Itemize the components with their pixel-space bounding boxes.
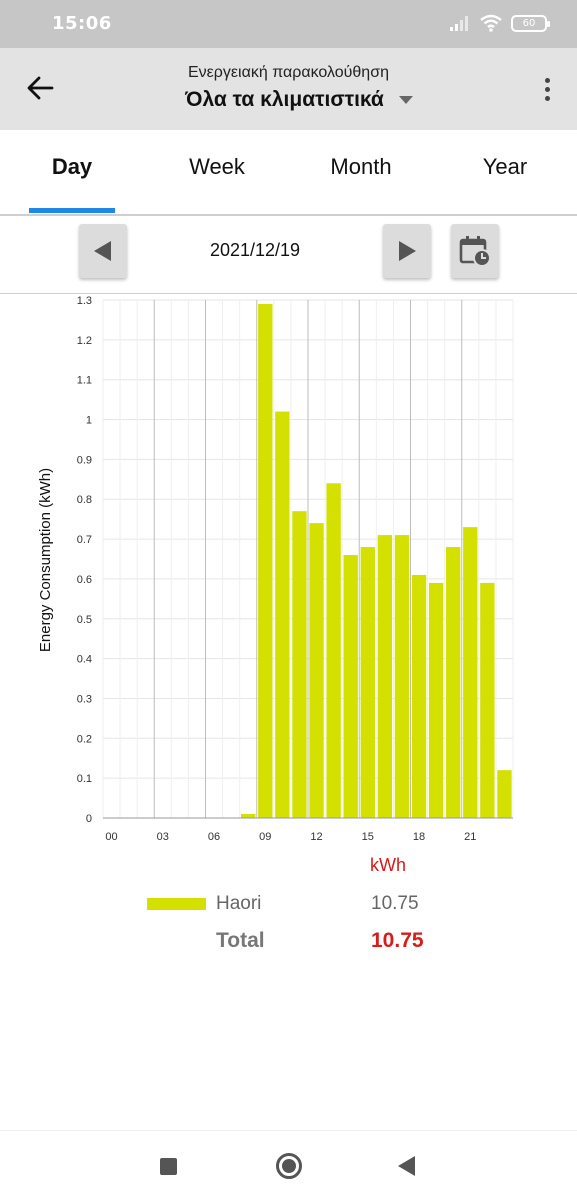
status-bar: 15:06 60 (0, 0, 577, 48)
signal-icon (450, 16, 468, 31)
chart-bar[interactable] (394, 535, 410, 818)
y-tick-label: 1 (86, 415, 92, 427)
y-tick-label: 0.7 (77, 534, 92, 546)
menu-dot-icon (544, 86, 550, 92)
menu-dot-icon (544, 77, 550, 83)
recents-button[interactable] (160, 1158, 177, 1175)
current-date: 2021/12/19 (209, 240, 301, 260)
chart-bar[interactable] (377, 535, 393, 818)
app-subtitle: Ενεργειακή παρακολούθηση (188, 64, 389, 81)
wifi-icon (480, 14, 502, 32)
legend-swatch (147, 898, 206, 910)
legend-name: Haori (216, 893, 262, 914)
energy-chart: 0 0.1 0.2 0.3 0.4 0.5 0.6 0.7 0.8 0.9 1 1.1 1.2 1.3 00… (0, 290, 577, 850)
chart-bar[interactable] (480, 582, 495, 818)
x-tick-label: 03 (157, 831, 169, 843)
legend-item: Haori 10.75 (0, 892, 577, 918)
y-tick-label: 0.1 (77, 773, 92, 785)
tab-month[interactable]: Month (330, 154, 392, 179)
x-tick-label: 21 (464, 831, 476, 843)
total-row: Total 10.75 (0, 929, 577, 957)
tab-indicator (29, 208, 115, 213)
chart-bar[interactable] (497, 770, 512, 818)
date-navigation: 2021/12/19 (0, 216, 577, 294)
calendar-button[interactable] (451, 224, 499, 278)
x-tick-label: 06 (208, 831, 220, 843)
chart-bar[interactable] (241, 814, 256, 818)
x-tick-label: 00 (105, 831, 117, 843)
x-tick-label: 18 (413, 831, 425, 843)
y-tick-label: 0.6 (77, 574, 92, 586)
chart-bar[interactable] (309, 523, 324, 818)
home-button[interactable] (276, 1153, 302, 1179)
tab-year[interactable]: Year (482, 154, 528, 179)
chart-bar[interactable] (463, 527, 478, 818)
chart-bar[interactable] (326, 483, 341, 818)
x-tick-label: 15 (362, 831, 374, 843)
next-day-button[interactable] (383, 224, 431, 278)
battery-icon: 60 (511, 14, 550, 32)
tab-day[interactable]: Day (51, 154, 93, 179)
chart-bar[interactable] (428, 582, 444, 818)
chart-bar[interactable] (360, 547, 375, 818)
y-tick-label: 0 (86, 813, 92, 825)
y-tick-label: 0.5 (77, 614, 92, 626)
triangle-right-icon (399, 241, 416, 261)
period-tabs: Day Week Month Year (0, 130, 577, 216)
chart-bar[interactable] (446, 547, 461, 818)
x-tick-label: 09 (259, 831, 271, 843)
x-tick-label: 12 (310, 831, 322, 843)
y-tick-label: 1.2 (77, 335, 92, 347)
chart-bar[interactable] (343, 555, 358, 818)
y-tick-label: 0.8 (77, 494, 92, 506)
system-back-button[interactable] (398, 1156, 415, 1176)
status-icons: 60 (449, 14, 550, 32)
back-button[interactable] (22, 70, 58, 106)
calendar-clock-icon (459, 236, 491, 267)
app-title: Όλα τα κλιματιστικά (185, 88, 384, 111)
y-tick-label: 0.9 (77, 454, 92, 466)
chart-bar[interactable] (258, 303, 273, 818)
y-tick-label: 1.3 (77, 295, 92, 307)
y-tick-label: 0.4 (77, 654, 92, 666)
app-bar: Ενεργειακή παρακολούθηση Όλα τα κλιματισ… (0, 48, 577, 130)
system-navigation-bar (0, 1130, 577, 1200)
previous-day-button[interactable] (79, 224, 127, 278)
chart-bar[interactable] (292, 511, 307, 818)
y-tick-label: 1.1 (77, 375, 92, 387)
status-time: 15:06 (52, 13, 112, 34)
legend-value: 10.75 (371, 893, 419, 914)
dropdown-arrow-icon (398, 96, 413, 104)
y-tick-label: 0.3 (77, 693, 92, 705)
arrow-left-icon (27, 76, 54, 100)
device-selector[interactable]: Όλα τα κλιματιστικά (0, 88, 577, 112)
triangle-left-icon (94, 241, 111, 261)
tab-week[interactable]: Week (189, 154, 245, 179)
overflow-menu-button[interactable] (535, 72, 559, 106)
y-axis-label: Energy Consumption (kWh) (37, 468, 54, 652)
chart-bar[interactable] (275, 411, 290, 818)
total-value: 10.75 (371, 929, 424, 952)
energy-chart-svg: 0 0.1 0.2 0.3 0.4 0.5 0.6 0.7 0.8 0.9 1 1.1 1.2 1.3 00… (37, 295, 514, 843)
total-label: Total (216, 929, 265, 952)
unit-label: kWh (370, 855, 406, 875)
chart-bar[interactable] (411, 574, 427, 818)
y-tick-label: 0.2 (77, 733, 92, 745)
menu-dot-icon (544, 95, 550, 101)
